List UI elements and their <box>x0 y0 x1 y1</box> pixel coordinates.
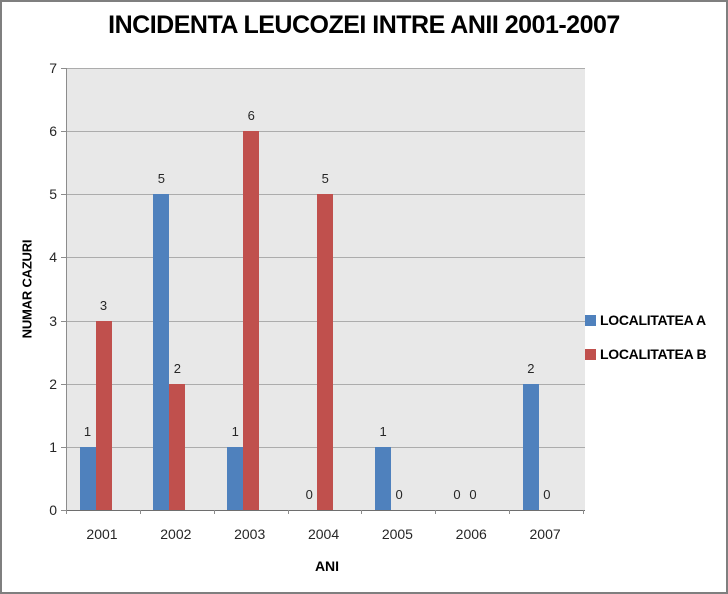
data-label-localitatea-b-2007: 0 <box>543 487 551 502</box>
y-tick-label: 2 <box>49 375 57 392</box>
x-tick-mark <box>582 510 584 514</box>
bar-localitatea-a-2007 <box>522 383 539 510</box>
y-tick-label: 1 <box>49 438 57 455</box>
data-label-localitatea-a-2007: 2 <box>527 360 535 376</box>
legend-swatch-localitatea-a <box>585 314 596 326</box>
y-tick-label: 0 <box>49 502 57 518</box>
data-label-localitatea-b-2003: 6 <box>247 108 255 124</box>
x-tick-mark <box>213 510 215 514</box>
x-axis-line <box>66 510 585 511</box>
y-tick-mark <box>61 446 66 448</box>
legend-item-localitatea-b: LOCALITATEA B <box>585 346 707 362</box>
data-label-localitatea-a-2005: 1 <box>379 423 387 439</box>
data-label-localitatea-a-2002: 5 <box>157 171 165 187</box>
y-tick-label: 7 <box>49 60 57 76</box>
bar-localitatea-a-2003 <box>227 446 244 510</box>
data-label-localitatea-a-2004: 0 <box>305 487 313 502</box>
data-label-localitatea-a-2001: 1 <box>83 423 92 439</box>
bar-localitatea-b-2003 <box>243 131 260 510</box>
x-axis-title: ANI <box>314 558 340 574</box>
legend: LOCALITATEA A LOCALITATEA B <box>585 312 707 380</box>
x-tick-mark <box>287 510 289 514</box>
y-tick-mark <box>61 320 66 322</box>
y-tick-mark <box>61 510 66 511</box>
legend-label: LOCALITATEA B <box>600 346 707 362</box>
x-tick-label-2007: 2007 <box>529 526 561 542</box>
y-tick-label: 4 <box>49 249 57 266</box>
y-axis-line <box>66 68 67 511</box>
data-label-localitatea-b-2005: 0 <box>395 487 403 502</box>
legend-item-localitatea-a: LOCALITATEA A <box>585 312 706 328</box>
x-tick-label-2001: 2001 <box>86 526 118 542</box>
chart-title: INCIDENTA LEUCOZEI INTRE ANII 2001-2007 <box>108 11 620 39</box>
bar-localitatea-a-2001 <box>79 446 96 510</box>
x-tick-mark <box>509 510 511 514</box>
legend-label: LOCALITATEA A <box>600 312 706 328</box>
legend-swatch-localitatea-b <box>585 348 596 360</box>
x-tick-label-2005: 2005 <box>381 526 413 542</box>
data-label-localitatea-b-2004: 5 <box>321 171 329 187</box>
x-tick-mark <box>361 510 363 514</box>
gridline <box>66 68 585 69</box>
x-tick-label-2002: 2002 <box>160 526 192 542</box>
y-tick-mark <box>61 194 66 196</box>
data-label-localitatea-a-2003: 1 <box>231 423 239 439</box>
x-tick-mark <box>139 510 141 514</box>
bar-localitatea-a-2002 <box>153 194 170 510</box>
gridline <box>66 131 585 133</box>
y-tick-label: 3 <box>49 312 57 329</box>
bar-localitatea-b-2002 <box>169 383 186 510</box>
x-tick-label-2003: 2003 <box>234 526 266 542</box>
x-tick-mark <box>435 510 437 514</box>
y-tick-mark <box>61 383 66 385</box>
x-tick-mark <box>66 510 67 514</box>
x-tick-label-2004: 2004 <box>307 526 340 542</box>
data-label-localitatea-b-2001: 3 <box>99 297 108 313</box>
data-label-localitatea-a-2006: 0 <box>453 487 461 502</box>
y-tick-mark <box>61 131 66 133</box>
x-tick-label-2006: 2006 <box>455 526 487 542</box>
y-tick-label: 5 <box>49 186 57 203</box>
bar-localitatea-b-2001 <box>95 320 112 510</box>
y-tick-mark <box>61 257 66 259</box>
bar-localitatea-a-2005 <box>375 446 392 510</box>
y-tick-label: 6 <box>49 123 57 140</box>
data-label-localitatea-b-2006: 0 <box>469 487 477 502</box>
data-label-localitatea-b-2002: 2 <box>173 360 181 376</box>
y-tick-mark <box>61 68 66 69</box>
bar-localitatea-b-2004 <box>317 194 334 510</box>
